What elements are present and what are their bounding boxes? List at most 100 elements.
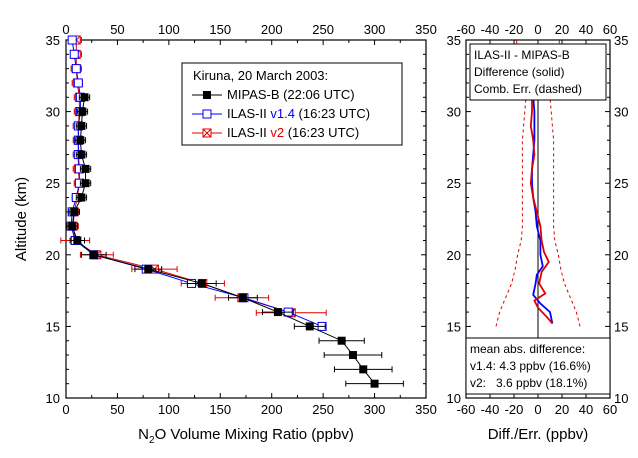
x-tick-label: 350 — [415, 402, 437, 417]
data-point — [77, 121, 86, 130]
summary-row: v1.4: 4.3 ppbv (16.6%) — [470, 359, 591, 373]
info-box: ILAS-II - MIPAS-B Difference (solid) Comb.… — [469, 43, 607, 101]
x-tick-label-top: 60 — [603, 22, 617, 37]
data-point — [73, 236, 82, 245]
data-point-cross — [202, 128, 212, 138]
data-point — [77, 193, 86, 202]
legend-entry: ILAS-II v2 (16:23 UTC) — [227, 125, 359, 140]
x-tick-label-top: -60 — [457, 22, 476, 37]
data-point — [68, 222, 77, 231]
x-tick-label: -60 — [457, 402, 476, 417]
x-tick-label-top: 40 — [579, 22, 593, 37]
data-point — [337, 336, 346, 345]
legend-entry-version: v1.4 — [270, 106, 295, 121]
x-tick-label: 20 — [555, 402, 569, 417]
x-tick-label: -20 — [505, 402, 524, 417]
data-point — [305, 322, 314, 331]
y-tick-label: 20 — [447, 248, 461, 263]
data-point — [348, 351, 357, 360]
legend-title: Kiruna, 20 March 2003: — [193, 68, 328, 83]
x-axis-label-right: Diff./Err. (ppbv) — [488, 426, 589, 443]
legend-entry-name: ILAS-II — [227, 125, 270, 140]
legend-entry-time: (16:23 UTC) — [284, 125, 359, 140]
y-tick-label-right: 15 — [614, 319, 628, 334]
legend-entry: MIPAS-B (22:06 UTC) — [227, 87, 355, 102]
data-point — [78, 107, 87, 116]
y-tick-label: 10 — [46, 391, 60, 406]
x-tick-label: 150 — [209, 402, 231, 417]
data-point — [203, 91, 211, 99]
y-tick-label-right: 35 — [614, 33, 628, 48]
x-axis-label: N2O Volume Mixing Ratio (ppbv) — [138, 426, 354, 446]
x-tick-label-top: 250 — [312, 22, 334, 37]
series-line-v1-4 — [531, 82, 554, 324]
series-mipas-b — [66, 93, 404, 388]
legend-box — [181, 62, 403, 146]
x-tick-label: 0 — [534, 402, 541, 417]
data-point — [238, 293, 247, 302]
y-tick-label: 25 — [447, 176, 461, 191]
x-axis-label-part: O Volume Mixing Ratio (ppbv) — [155, 426, 354, 443]
data-point — [273, 308, 282, 317]
y-tick-label: 30 — [46, 105, 60, 120]
data-point — [80, 93, 89, 102]
x-tick-label-top: 150 — [209, 22, 231, 37]
x-tick-label: 200 — [261, 402, 283, 417]
summary-row: v2: 3.6 ppbv (18.1%) — [470, 376, 587, 390]
legend-entry-name: ILAS-II — [227, 106, 270, 121]
data-point — [359, 365, 368, 374]
y-tick-label: 35 — [46, 33, 60, 48]
x-tick-label-top: 50 — [110, 22, 124, 37]
legend-entry-time: (16:23 UTC) — [295, 106, 370, 121]
x-tick-label-top: 350 — [415, 22, 437, 37]
y-tick-label: 15 — [447, 319, 461, 334]
x-tick-label: 50 — [110, 402, 124, 417]
y-tick-label: 35 — [447, 33, 461, 48]
y-tick-label: 30 — [447, 105, 461, 120]
data-point — [197, 279, 206, 288]
x-tick-label: 0 — [62, 402, 69, 417]
x-tick-label-top: 0 — [62, 22, 69, 37]
y-axis-label: Altitude (km) — [13, 177, 30, 261]
y-tick-label-right: 20 — [614, 248, 628, 263]
y-tick-label-right: 25 — [614, 176, 628, 191]
x-tick-label: 250 — [312, 402, 334, 417]
x-axis-label-sub: 2 — [149, 435, 155, 446]
y-tick-label-right: 10 — [614, 391, 628, 406]
data-point — [77, 150, 86, 159]
data-point — [69, 49, 79, 59]
data-point — [81, 164, 90, 173]
series-line-v2 — [529, 82, 554, 325]
data-point — [370, 379, 379, 388]
x-tick-label-top: -40 — [481, 22, 500, 37]
x-tick-label-top: 20 — [555, 22, 569, 37]
x-tick-label: 300 — [364, 402, 386, 417]
data-point — [67, 35, 77, 45]
data-point — [144, 265, 153, 274]
info-line: ILAS-II - MIPAS-B — [474, 48, 570, 62]
y-tick-label: 10 — [447, 391, 461, 406]
summary-title: mean abs. difference: — [470, 342, 585, 356]
legend-entry-version: v2 — [270, 125, 284, 140]
info-line: Comb. Err. (dashed) — [474, 82, 582, 96]
x-tick-label-top: -20 — [505, 22, 524, 37]
data-point — [71, 64, 81, 74]
x-tick-label-top: 300 — [364, 22, 386, 37]
summary-box: mean abs. difference: v1.4: 4.3 ppbv (16.… — [465, 337, 611, 395]
data-point — [70, 207, 79, 216]
y-tick-label: 20 — [46, 248, 60, 263]
x-tick-label: 60 — [603, 402, 617, 417]
y-tick-label: 15 — [46, 319, 60, 334]
legend: Kiruna, 20 March 2003: MIPAS-B (22:06 UTC… — [181, 62, 403, 146]
y-tick-label: 25 — [46, 176, 60, 191]
data-point — [202, 109, 212, 119]
summary-box-frame — [465, 337, 611, 395]
left-panel: 0 0 50 50 100 100 150 150 200 200 250 250 300 300 350 3… — [13, 22, 437, 446]
data-point — [73, 78, 83, 88]
data-point — [81, 179, 90, 188]
data-point — [89, 250, 98, 259]
info-box-frame — [469, 43, 607, 101]
x-tick-label: 40 — [579, 402, 593, 417]
